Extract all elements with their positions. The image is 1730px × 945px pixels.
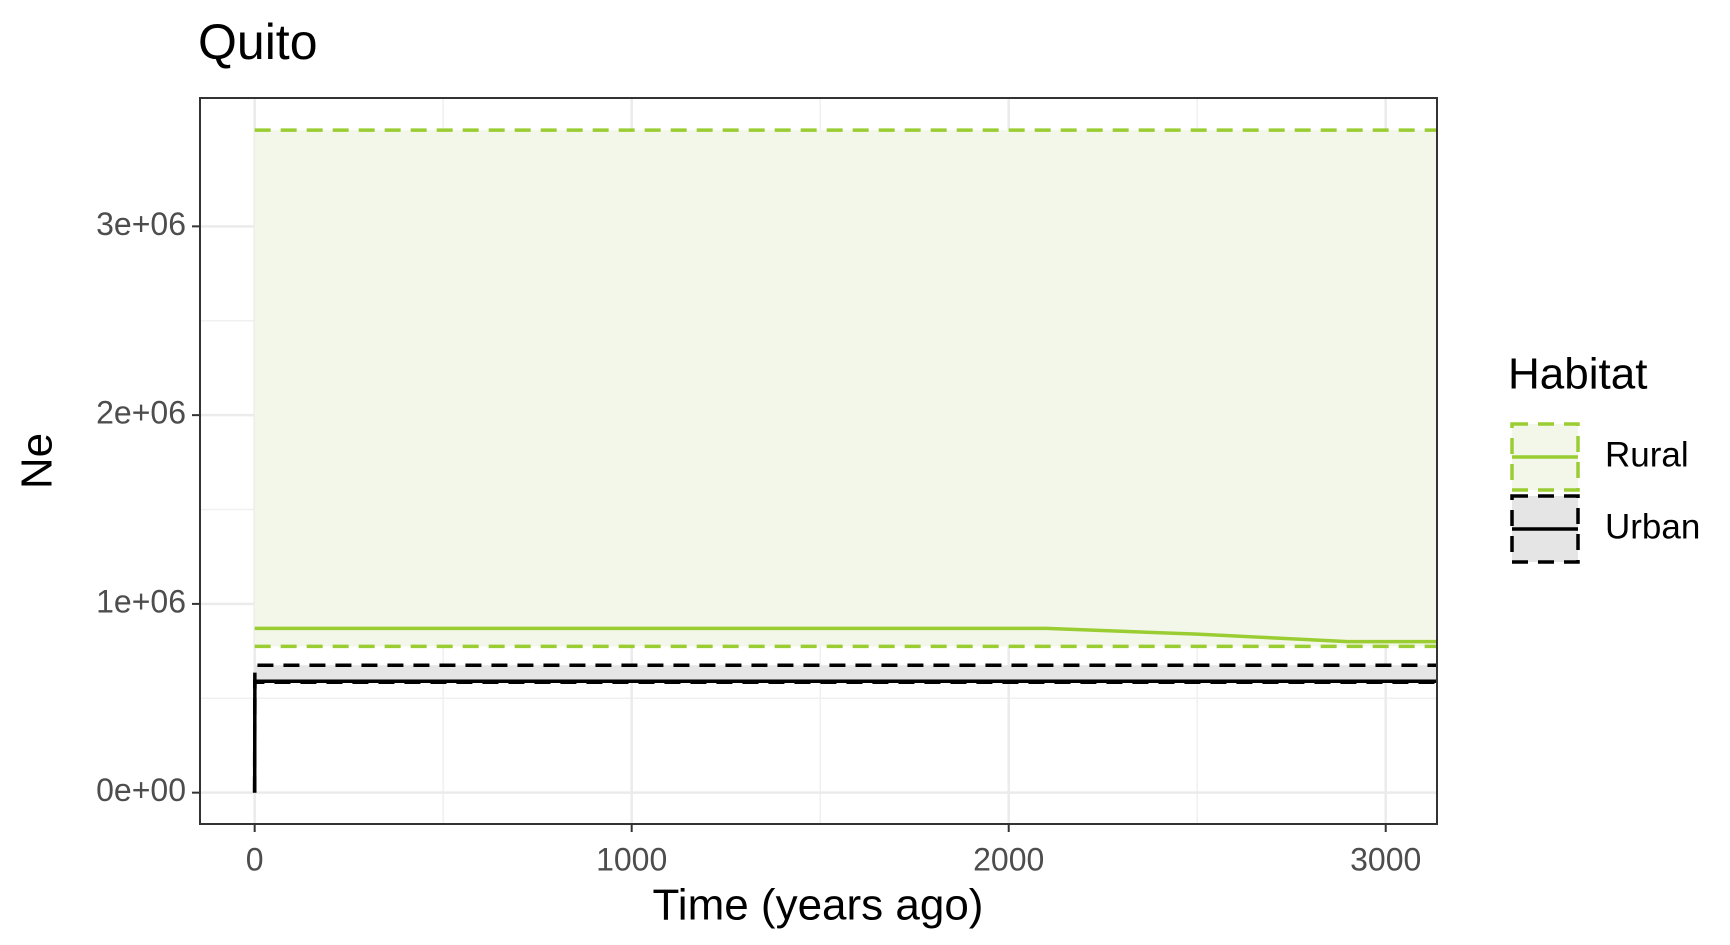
x-tick-label: 2000: [973, 841, 1044, 877]
legend-label: Urban: [1605, 507, 1700, 546]
y-axis-title: Ne: [13, 433, 62, 489]
y-tick-label: 3e+06: [96, 206, 186, 242]
x-tick-label: 1000: [596, 841, 667, 877]
x-tick-label: 0: [246, 841, 264, 877]
line: [252, 679, 1437, 793]
ci-line: [252, 663, 1437, 793]
y-tick-label: 1e+06: [96, 583, 186, 619]
ribbon: [254, 130, 1438, 647]
y-tick-label: 0e+00: [96, 772, 186, 808]
chart-title: Quito: [198, 14, 318, 70]
x-axis-title: Time (years ago): [653, 881, 984, 930]
ribbon: [254, 665, 1438, 793]
line: [254, 626, 1437, 644]
legend-title: Habitat: [1508, 350, 1647, 399]
y-tick-label: 2e+06: [96, 395, 186, 431]
legend-label: Rural: [1605, 435, 1689, 474]
panel-border: [199, 97, 1438, 825]
x-tick-label: 3000: [1350, 841, 1421, 877]
